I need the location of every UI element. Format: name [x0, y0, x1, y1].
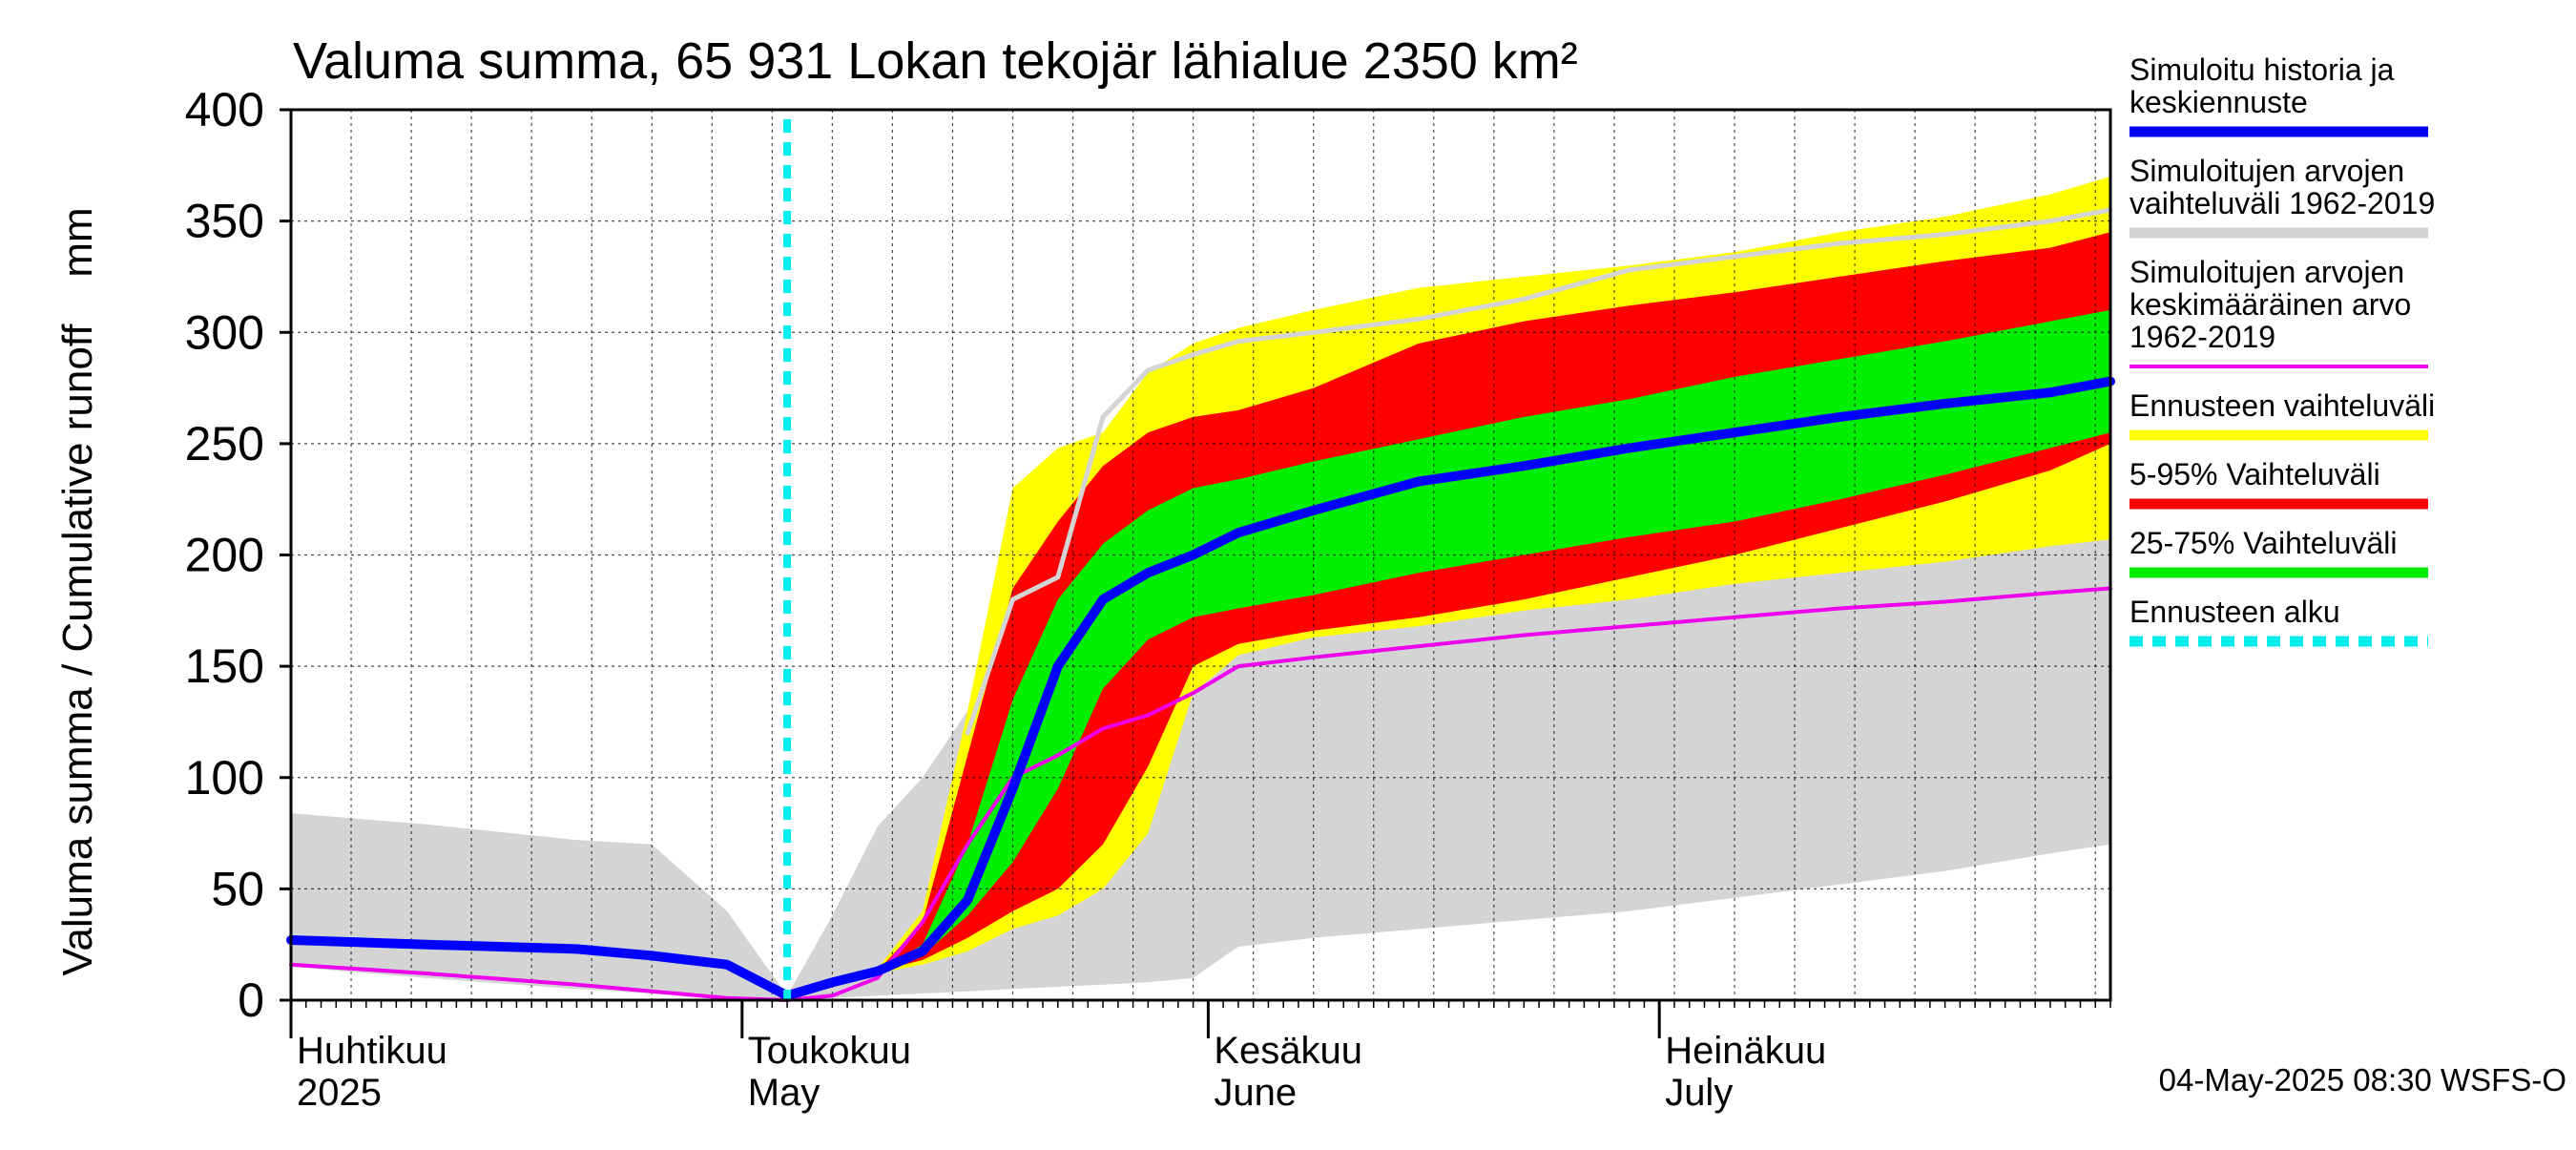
- chart-title: Valuma summa, 65 931 Lokan tekojär lähia…: [293, 32, 1578, 90]
- legend-label: Simuloitujen arvojen: [2129, 154, 2404, 188]
- legend-label: 25-75% Vaihteluväli: [2129, 526, 2397, 560]
- history-max-line: [965, 207, 2113, 736]
- x-month-label: Huhtikuu: [297, 1030, 447, 1072]
- x-month-label: Heinäkuu: [1665, 1030, 1826, 1072]
- x-month-label: Kesäkuu: [1214, 1030, 1362, 1072]
- legend-label: keskiennuste: [2129, 85, 2308, 119]
- y-tick-label: 250: [185, 417, 264, 470]
- legend-label: vaihteluväli 1962-2019: [2129, 186, 2435, 220]
- p25-75-band: [787, 309, 2110, 996]
- x-month-sublabel: May: [748, 1072, 821, 1114]
- y-tick-label: 150: [185, 639, 264, 693]
- x-month-label: Toukokuu: [748, 1030, 911, 1072]
- legend-label: 1962-2019: [2129, 320, 2275, 354]
- x-month-sublabel: June: [1214, 1072, 1297, 1114]
- mean-line: [289, 586, 2112, 1002]
- y-tick-label: 100: [185, 751, 264, 805]
- simulated-line: [286, 376, 2115, 1001]
- footer-timestamp: 04-May-2025 08:30 WSFS-O: [2159, 1062, 2566, 1098]
- legend-label: Simuloitujen arvojen: [2129, 255, 2404, 289]
- legend-label: Ennusteen vaihteluväli: [2129, 388, 2435, 423]
- legend-label: 5-95% Vaihteluväli: [2129, 457, 2380, 491]
- legend-label: Ennusteen alku: [2129, 595, 2340, 629]
- y-tick-label: 0: [238, 973, 264, 1027]
- x-month-sublabel: 2025: [297, 1072, 382, 1114]
- y-tick-label: 200: [185, 529, 264, 582]
- line-layer: [286, 119, 2115, 1002]
- y-tick-label: 350: [185, 195, 264, 248]
- band-layer: [291, 177, 2110, 1000]
- y-tick-label: 50: [211, 862, 264, 915]
- legend-label: Simuloitu historia ja: [2129, 52, 2395, 87]
- y-axis-label: Valuma summa / Cumulative runoff mm: [54, 207, 101, 975]
- y-tick-label: 400: [185, 83, 264, 136]
- y-tick-label: 300: [185, 305, 264, 359]
- legend-label: keskimääräinen arvo: [2129, 287, 2411, 322]
- x-month-sublabel: July: [1665, 1072, 1733, 1114]
